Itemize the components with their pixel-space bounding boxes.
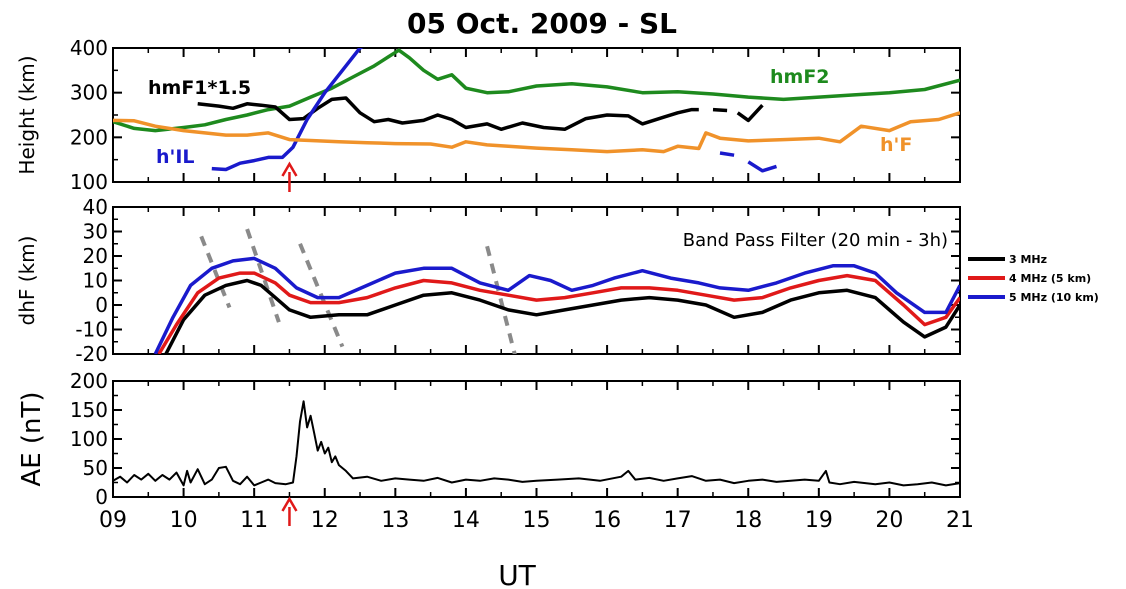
y-tick-label: 10 xyxy=(83,269,108,293)
y-tick-label: 0 xyxy=(95,485,108,509)
y-tick-label: 40 xyxy=(83,195,108,219)
y-tick-label: 20 xyxy=(83,244,108,268)
x-tick-label: 16 xyxy=(593,508,621,533)
y-tick-label: 200 xyxy=(70,125,108,149)
y-axis-label: dhF (km) xyxy=(15,236,39,326)
series-line-h-il xyxy=(211,48,364,172)
x-tick-label: 14 xyxy=(452,508,480,533)
series-line-h-il xyxy=(719,151,735,157)
annotation-hmf1-1-5: hmF1*1.5 xyxy=(148,77,251,99)
x-tick-label: 10 xyxy=(170,508,198,533)
series-line-hmf1-1-5 xyxy=(712,107,728,113)
x-axis-label: UT xyxy=(498,559,536,589)
x-tick-label: 20 xyxy=(875,508,903,533)
x-tick-label: 17 xyxy=(664,508,692,533)
annotation-hmf2: hmF2 xyxy=(770,66,830,88)
series-line-h-f xyxy=(113,111,960,154)
series-line-3-mhz xyxy=(164,278,960,354)
series-line-ae xyxy=(113,400,960,487)
red-arrow-head xyxy=(281,161,298,177)
series-line-4-mhz-5-km xyxy=(157,271,960,354)
y-tick-label: 100 xyxy=(70,427,108,451)
y-tick-label: 30 xyxy=(83,220,108,244)
dashed-guide-line xyxy=(199,235,232,309)
y-tick-label: 50 xyxy=(83,456,108,480)
series-line-hmf1-1-5 xyxy=(736,104,764,123)
y-tick-label: 0 xyxy=(95,293,108,317)
dashed-guide-line xyxy=(245,228,281,323)
y-axis-label: Height (km) xyxy=(15,55,39,174)
series-line-hmf2 xyxy=(113,48,960,133)
x-tick-label: 21 xyxy=(946,508,974,533)
y-tick-label: 150 xyxy=(70,398,108,422)
y-tick-label: 100 xyxy=(70,170,108,194)
y-tick-label: -20 xyxy=(75,342,108,366)
y-tick-label: 200 xyxy=(70,369,108,393)
red-arrow-head xyxy=(281,496,298,512)
legend-label: 3 MHz xyxy=(1009,253,1047,266)
panel-3-frame xyxy=(112,380,961,498)
annotation-h-il: h'IL xyxy=(156,146,195,168)
annotation-h-f: h'F xyxy=(880,134,912,156)
series-line-hmf1-1-5 xyxy=(197,96,699,132)
band-pass-annotation: Band Pass Filter (20 min - 3h) xyxy=(683,230,948,251)
x-tick-label: 18 xyxy=(734,508,762,533)
x-tick-label: 11 xyxy=(240,508,268,533)
series-line-h-il xyxy=(747,160,778,173)
x-tick-label: 12 xyxy=(311,508,339,533)
x-tick-label: 15 xyxy=(523,508,551,533)
y-tick-label: 400 xyxy=(70,36,108,60)
dashed-guide-line xyxy=(485,245,517,354)
series-line-5-mhz-10-km xyxy=(153,256,960,354)
y-axis-label: AE (nT) xyxy=(17,391,47,486)
legend-label: 4 MHz (5 km) xyxy=(1009,272,1091,285)
chart-title: 05 Oct. 2009 - SL xyxy=(407,7,677,40)
dashed-guide-line xyxy=(298,242,345,348)
x-tick-label: 09 xyxy=(99,508,127,533)
legend-label: 5 MHz (10 km) xyxy=(1009,291,1099,304)
y-tick-label: -10 xyxy=(75,318,108,342)
x-tick-label: 19 xyxy=(805,508,833,533)
y-tick-label: 300 xyxy=(70,81,108,105)
x-tick-label: 13 xyxy=(381,508,409,533)
